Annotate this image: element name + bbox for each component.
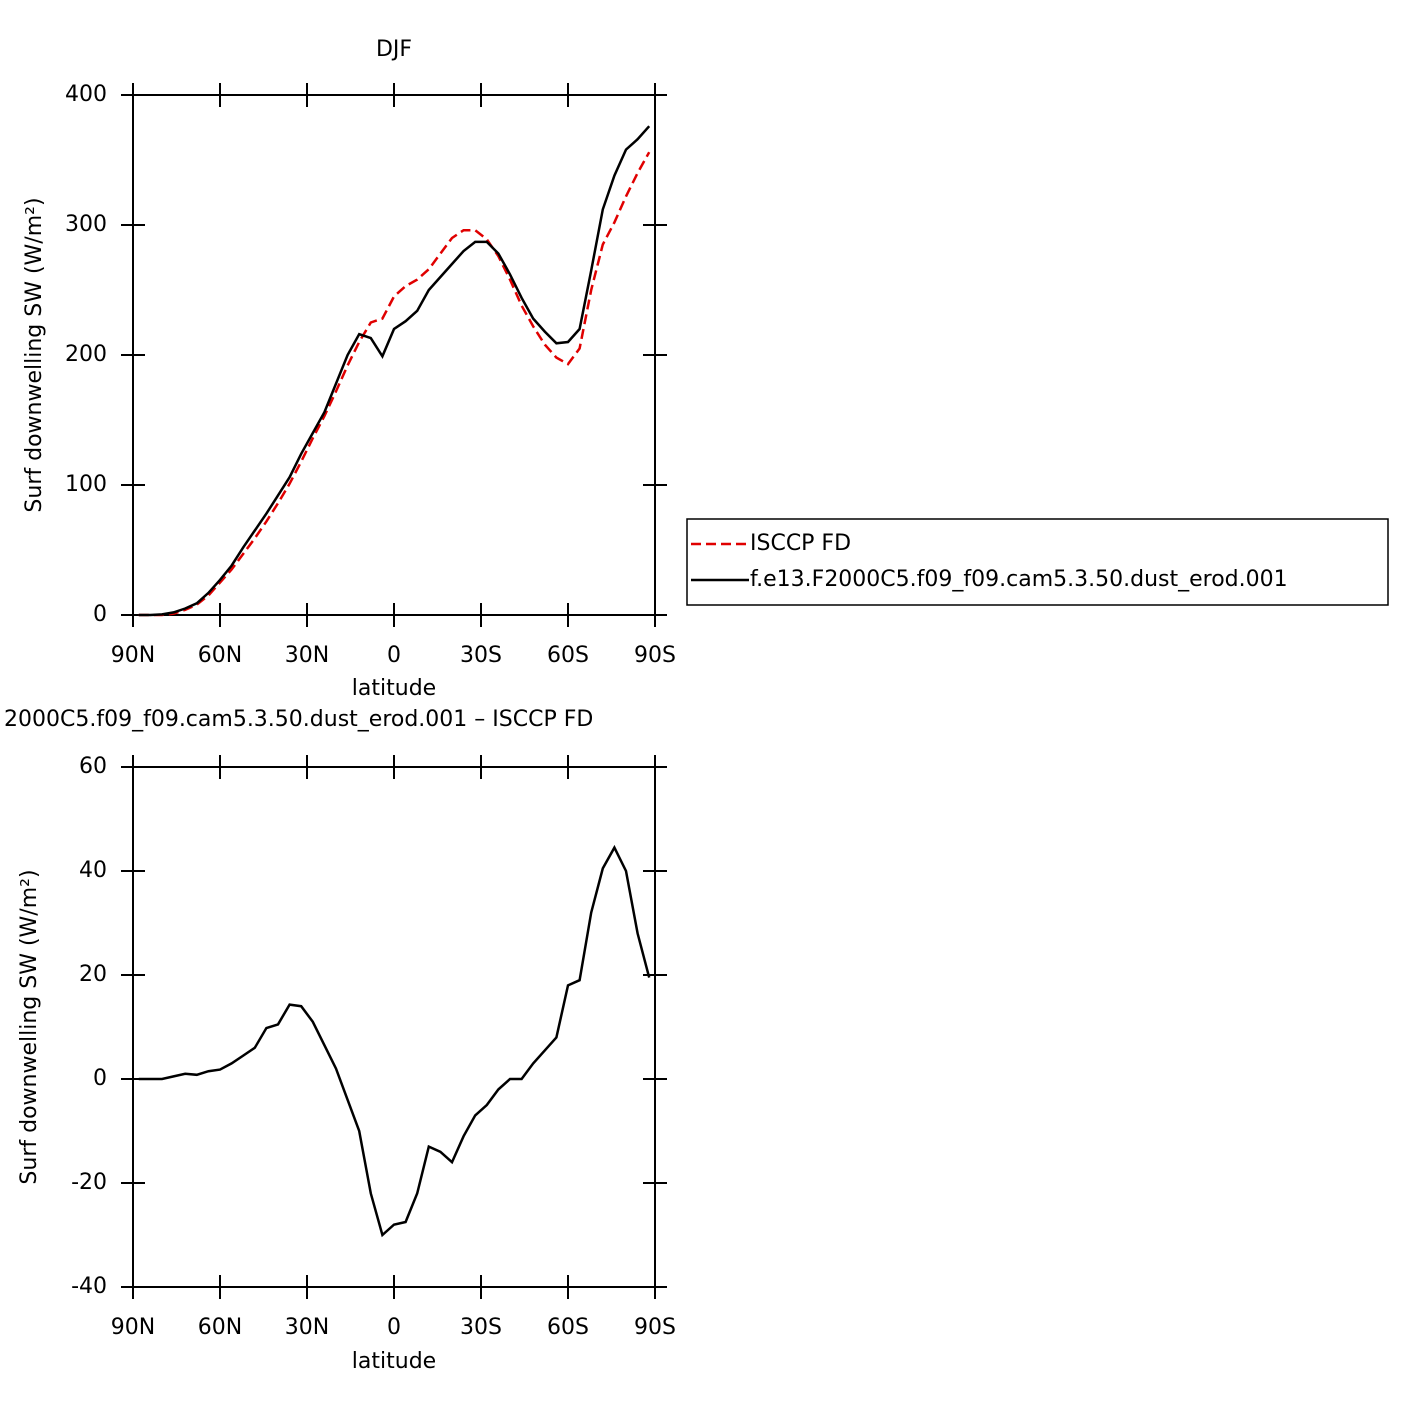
x-tick-label: 90S	[634, 643, 676, 668]
y-tick-label: 0	[93, 602, 107, 627]
chart-title: DJF	[376, 37, 412, 62]
chart-title: 2000C5.f09_f09.cam5.3.50.dust_erod.001 –…	[4, 707, 593, 732]
legend-label: ISCCP FD	[750, 531, 851, 556]
y-tick-label: -20	[71, 1170, 107, 1195]
y-tick-label: 400	[65, 82, 107, 107]
y-axis-label: Surf downwelling SW (W/m²)	[22, 197, 47, 512]
x-tick-label: 0	[387, 643, 401, 668]
y-tick-label: 20	[79, 962, 107, 987]
x-tick-label: 90S	[634, 1315, 676, 1340]
x-axis-label: latitude	[352, 1349, 436, 1374]
plot-frame	[132, 94, 656, 616]
y-axis-label: Surf downwelling SW (W/m²)	[17, 869, 42, 1184]
data-line	[138, 151, 651, 617]
x-tick-label: 90N	[111, 1315, 155, 1340]
x-tick-label: 90N	[111, 643, 155, 668]
y-tick-label: 40	[79, 858, 107, 883]
plot-frame	[132, 766, 656, 1288]
x-tick-label: 30N	[285, 1315, 329, 1340]
y-tick-label: 200	[65, 342, 107, 367]
legend-box	[686, 518, 1389, 606]
x-tick-label: 60S	[547, 643, 589, 668]
y-tick-label: 100	[65, 472, 107, 497]
y-tick-label: 0	[93, 1066, 107, 1091]
data-line	[138, 844, 651, 1238]
legend-label: f.e13.F2000C5.f09_f09.cam5.3.50.dust_ero…	[750, 567, 1288, 592]
x-tick-label: 60N	[198, 1315, 242, 1340]
x-tick-label: 30S	[460, 1315, 502, 1340]
data-line	[138, 125, 651, 617]
y-tick-label: 300	[65, 212, 107, 237]
x-axis-label: latitude	[352, 676, 436, 701]
y-tick-label: -40	[71, 1274, 107, 1299]
x-tick-label: 0	[387, 1315, 401, 1340]
x-tick-label: 30N	[285, 643, 329, 668]
x-tick-label: 60N	[198, 643, 242, 668]
x-tick-label: 60S	[547, 1315, 589, 1340]
x-tick-label: 30S	[460, 643, 502, 668]
y-tick-label: 60	[79, 754, 107, 779]
